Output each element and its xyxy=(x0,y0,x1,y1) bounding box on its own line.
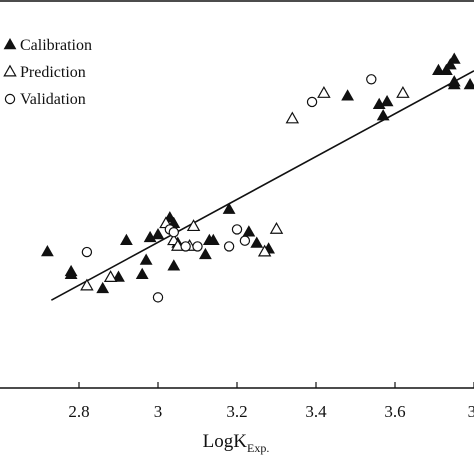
validation-point xyxy=(366,74,377,85)
validation-point xyxy=(231,224,243,235)
validation-point xyxy=(180,241,191,252)
calibration-point xyxy=(447,52,461,64)
x-tick-label: 3. xyxy=(468,402,474,421)
x-tick-label: 3.2 xyxy=(226,402,247,421)
calibration-point xyxy=(439,63,453,76)
calibration-point xyxy=(151,228,165,240)
x-tick-label: 3 xyxy=(154,402,163,421)
calibration-point xyxy=(206,233,220,245)
validation-point xyxy=(152,292,164,303)
calibration-legend-symbol xyxy=(3,37,17,50)
calibration-point xyxy=(432,63,445,76)
validation-point xyxy=(81,246,93,258)
calibration-point xyxy=(463,77,474,90)
legend-marker-calibration xyxy=(3,37,17,50)
x-tick-label: 3.6 xyxy=(384,402,405,421)
legend-label-validation: Validation xyxy=(20,91,86,108)
legend-label-prediction: Prediction xyxy=(20,64,86,81)
calibration-point xyxy=(167,259,181,271)
prediction-point xyxy=(269,221,284,234)
validation-legend-symbol xyxy=(4,93,16,105)
validation-point xyxy=(192,241,203,252)
legend: Calibration Prediction Validation xyxy=(3,37,92,108)
x-tick-label: 3.4 xyxy=(305,402,327,421)
x-tick-label: 2.8 xyxy=(68,402,89,421)
prediction-point xyxy=(396,86,410,98)
x-axis-title-subscript: Exp. xyxy=(247,441,269,455)
prediction-point xyxy=(257,244,272,257)
calibration-point xyxy=(41,245,54,257)
calibration-point xyxy=(139,253,153,265)
x-axis-title-main: LogK xyxy=(203,431,248,452)
calibration-point xyxy=(250,236,264,248)
prediction-point xyxy=(317,86,331,98)
validation-point xyxy=(168,227,179,238)
calibration-point xyxy=(242,225,256,237)
x-axis-title: LogKExp. xyxy=(203,431,270,455)
legend-label-calibration: Calibration xyxy=(20,37,92,54)
calibration-point xyxy=(135,267,149,279)
calibration-point xyxy=(64,267,78,279)
calibration-point xyxy=(380,94,394,107)
calibration-point xyxy=(120,233,133,245)
calibration-point xyxy=(447,75,461,87)
legend-marker-prediction xyxy=(3,64,17,77)
calibration-point xyxy=(341,89,354,101)
validation-point xyxy=(306,96,318,108)
points-layer xyxy=(41,52,474,303)
plot-frame xyxy=(0,0,474,389)
fit-line xyxy=(50,70,474,301)
fit-line-layer xyxy=(50,70,474,301)
validation-point xyxy=(223,241,235,252)
calibration-point xyxy=(112,270,125,282)
prediction-point xyxy=(103,270,118,282)
calibration-point xyxy=(443,58,457,70)
calibration-point xyxy=(199,247,212,260)
calibration-point xyxy=(376,109,390,121)
calibration-point xyxy=(222,202,236,214)
prediction-point xyxy=(186,219,201,232)
validation-point xyxy=(239,235,251,246)
calibration-point xyxy=(96,281,110,294)
prediction-point xyxy=(80,278,94,291)
prediction-point xyxy=(285,111,300,124)
x-axis-ticks: 2.8 3 3.2 3.4 3.6 3. xyxy=(68,382,474,421)
legend-marker-validation xyxy=(4,93,16,105)
prediction-legend-symbol xyxy=(3,64,17,77)
